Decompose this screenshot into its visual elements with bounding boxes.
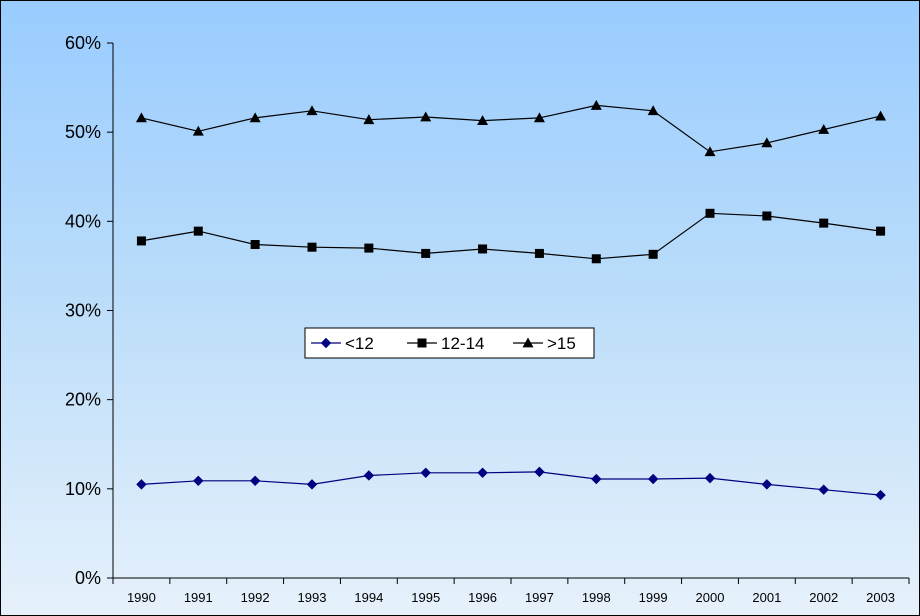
- x-axis-ticks: 1990 1991 1992 1993 1994 1995 1996 1997 1998 1999…: [112, 578, 910, 605]
- data-point-triangle: [761, 137, 773, 148]
- x-tick-label: 1991: [184, 590, 213, 605]
- data-point-triangle: [249, 112, 261, 123]
- data-point-diamond: [363, 470, 375, 481]
- data-point-square: [762, 211, 772, 221]
- data-point-triangle: [590, 99, 602, 110]
- data-point-diamond: [320, 337, 332, 349]
- x-tick-label: 2000: [696, 590, 725, 605]
- data-point-diamond: [647, 473, 659, 485]
- data-point-square: [819, 218, 829, 228]
- series-line: [141, 104, 881, 153]
- data-point-triangle: [704, 146, 716, 157]
- legend-label: 12-14: [441, 334, 484, 353]
- data-point-square: [364, 243, 374, 253]
- data-point-triangle: [192, 125, 204, 136]
- legend-box: [304, 327, 595, 359]
- data-point-triangle: [875, 110, 887, 121]
- x-tick-label: 1990: [127, 590, 156, 605]
- x-tick-label: 1994: [354, 590, 383, 605]
- y-tick-label: 60%: [65, 33, 101, 53]
- data-point-diamond: [875, 489, 886, 501]
- x-tick-label: 1993: [298, 590, 327, 605]
- data-point-square: [136, 236, 146, 246]
- data-point-diamond: [306, 479, 318, 490]
- series-layer: [135, 99, 887, 501]
- legend: <12 12-14 >15: [304, 327, 595, 359]
- x-tick-label: 1999: [639, 590, 668, 605]
- x-tick-label: 2003: [866, 590, 895, 605]
- data-point-triangle: [522, 337, 534, 348]
- data-point-triangle: [306, 105, 318, 116]
- data-point-square: [250, 240, 260, 250]
- data-point-square: [421, 248, 431, 258]
- x-tick-label: 1992: [241, 590, 270, 605]
- data-point-square: [705, 208, 715, 218]
- data-point-diamond: [534, 466, 545, 478]
- data-point-square: [591, 254, 601, 264]
- data-point-square: [478, 244, 488, 254]
- y-tick-label: 40%: [65, 211, 101, 231]
- legend-entry: >15: [513, 334, 576, 353]
- data-point-triangle: [533, 112, 545, 123]
- data-point-diamond: [704, 472, 716, 484]
- data-point-diamond: [818, 484, 829, 495]
- data-point-square: [193, 226, 203, 236]
- y-tick-label: 50%: [65, 122, 101, 142]
- series-line: [141, 212, 881, 260]
- data-point-diamond: [249, 475, 261, 487]
- x-tick-label: 2001: [752, 590, 781, 605]
- x-tick-label: 2002: [809, 590, 838, 605]
- data-point-square: [307, 242, 317, 252]
- data-point-triangle: [818, 123, 830, 134]
- data-point-diamond: [136, 479, 147, 490]
- data-point-square: [534, 248, 544, 258]
- y-tick-label: 10%: [65, 479, 101, 499]
- data-point-triangle: [135, 112, 147, 123]
- legend-entry: <12: [311, 334, 374, 353]
- data-point-diamond: [477, 467, 488, 478]
- data-point-square: [417, 338, 427, 348]
- legend-label: <12: [345, 334, 374, 353]
- x-tick-label: 1998: [582, 590, 611, 605]
- y-tick-label: 0%: [75, 568, 101, 588]
- data-point-square: [876, 226, 886, 236]
- data-point-triangle: [647, 105, 659, 116]
- y-tick-label: 30%: [65, 301, 101, 321]
- legend-entry: 12-14: [407, 334, 484, 353]
- series-2: [136, 208, 886, 264]
- x-tick-label: 1996: [468, 590, 497, 605]
- x-tick-label: 1997: [525, 590, 554, 605]
- data-point-diamond: [761, 479, 773, 490]
- series-line: [141, 471, 881, 496]
- data-point-triangle: [477, 115, 489, 125]
- data-point-diamond: [591, 473, 602, 485]
- data-point-triangle: [420, 111, 432, 122]
- legend-label: >15: [547, 334, 576, 353]
- data-point-triangle: [363, 114, 375, 125]
- data-point-diamond: [193, 475, 204, 487]
- y-axis-ticks: 0% 10% 20% 30% 40% 50% 60%: [65, 33, 113, 588]
- y-tick-label: 20%: [65, 390, 101, 410]
- series-1: [136, 466, 886, 501]
- x-tick-label: 1995: [411, 590, 440, 605]
- data-point-square: [648, 249, 658, 259]
- series-3: [135, 99, 887, 157]
- data-point-diamond: [420, 467, 431, 478]
